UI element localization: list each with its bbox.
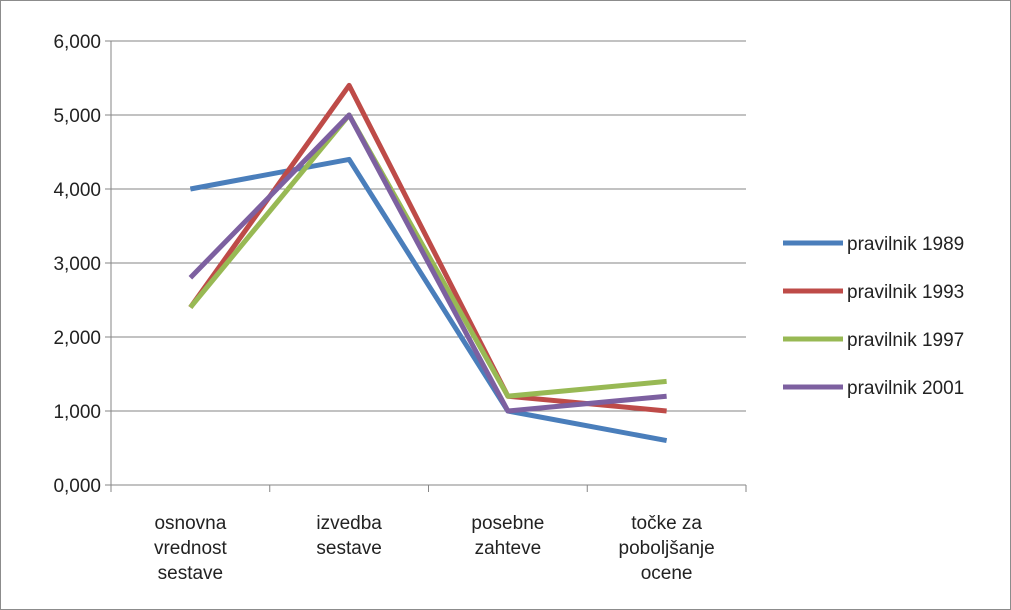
x-tick-label: osnovna vrednost sestave	[154, 513, 228, 584]
y-tick-label: 3,000	[53, 254, 101, 275]
legend-label: pravilnik 1989	[847, 234, 964, 255]
x-tick-label-line: posebne	[471, 513, 544, 534]
x-tick-label-line: točke za	[631, 513, 702, 534]
x-tick-label-line: vrednost	[154, 538, 228, 559]
x-tick-label-line: sestave	[158, 563, 223, 584]
y-tick-label: 1,000	[53, 402, 101, 423]
series-line	[188, 112, 667, 414]
legend: pravilnik 1989 pravilnik 1993 pravilnik 19…	[783, 234, 964, 399]
grid-lines	[111, 40, 746, 412]
x-tick-label-line: zahteve	[475, 538, 542, 559]
x-tick-label-line: izvedba	[316, 513, 382, 534]
x-tick-label-line: sestave	[316, 538, 381, 559]
y-axis-tick-labels: 0,000 1,000 2,000 3,000 4,000 5,000 6,000	[53, 32, 101, 497]
x-tick-label-line: poboljšanje	[619, 538, 715, 559]
series-line	[188, 82, 667, 414]
y-tick-label: 4,000	[53, 180, 101, 201]
x-axis-tick-labels: osnovna vrednost sestave izvedba sestave pose…	[154, 513, 715, 584]
y-tick-label: 5,000	[53, 106, 101, 127]
legend-item: pravilnik 1997	[783, 330, 964, 351]
series-lines	[188, 82, 668, 444]
x-tick-label-line: osnovna	[154, 513, 226, 534]
y-tick-label: 0,000	[53, 476, 101, 497]
legend-item: pravilnik 1989	[783, 234, 964, 255]
x-tick-label: točke za poboljšanje ocene	[619, 513, 715, 584]
axes	[105, 40, 747, 492]
legend-label: pravilnik 1997	[847, 330, 964, 351]
x-tick-label: izvedba sestave	[316, 513, 382, 559]
y-tick-label: 2,000	[53, 328, 101, 349]
y-tick-label: 6,000	[53, 32, 101, 53]
legend-item: pravilnik 2001	[783, 378, 964, 399]
x-tick-label-line: ocene	[641, 563, 693, 584]
series-line	[188, 112, 667, 399]
legend-label: pravilnik 1993	[847, 282, 964, 303]
legend-item: pravilnik 1993	[783, 282, 964, 303]
x-tick-label: posebne zahteve	[471, 513, 544, 559]
series-line	[189, 156, 668, 444]
legend-label: pravilnik 2001	[847, 378, 964, 399]
